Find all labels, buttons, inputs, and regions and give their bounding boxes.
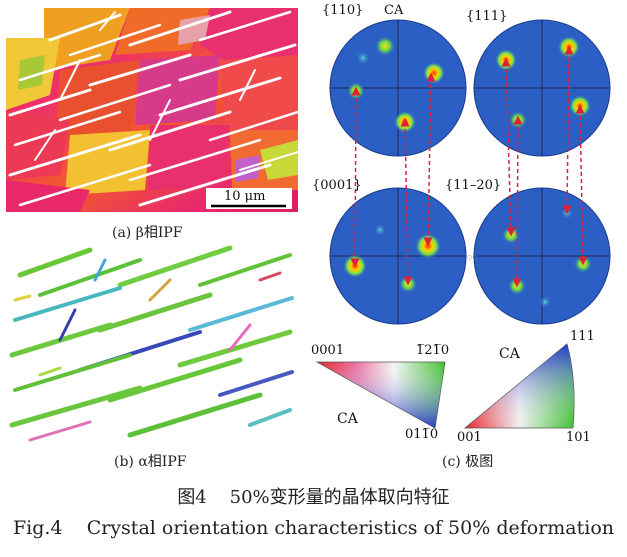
- arrow-111-1120-d: [575, 104, 588, 266]
- figure-number-en: Fig.4: [12, 517, 63, 539]
- panel-b-caption: (b) α相IPF: [114, 454, 187, 470]
- cubic-label-111: 111: [570, 329, 595, 344]
- arrow-111-1120-b: [512, 115, 523, 288]
- svg-text:○○: ○○: [467, 254, 477, 261]
- hex-ca-label: CA: [337, 411, 358, 427]
- panel-a-caption: (a) β相IPF: [112, 225, 183, 241]
- figure-caption-cn: 图4 50%变形量的晶体取向特征: [0, 483, 627, 509]
- pf-110-label: {110}: [322, 3, 364, 18]
- cubic-label-001: 001: [457, 430, 482, 445]
- hex-label-0110: 011̅0: [405, 427, 439, 442]
- cubic-label-101: 101: [566, 430, 591, 445]
- pole-figure-111: [473, 19, 611, 157]
- pole-figure-11-20: [473, 187, 611, 325]
- pf-11-20-label: {11–20}: [445, 178, 502, 193]
- pf-0001-label: {0001}: [312, 178, 362, 193]
- hex-ipf-triangle: [315, 361, 446, 429]
- alpha-ipf-map: [8, 240, 296, 445]
- figure-number-cn: 图4: [177, 487, 207, 508]
- pf-110-ca-label: CA: [384, 3, 404, 18]
- cubic-ca-label: CA: [499, 346, 520, 362]
- hex-label-1210: 1̅21̅0: [416, 343, 450, 358]
- pole-figure-0001: [329, 187, 467, 325]
- figure-title-cn: 50%变形量的晶体取向特征: [229, 487, 450, 508]
- figure-title-en: Crystal orientation characteristics of 5…: [86, 517, 615, 539]
- arrow-110-0001-left: [350, 86, 361, 268]
- scale-bar-box: [206, 188, 292, 209]
- scale-bar-label: 10 μm: [224, 189, 266, 204]
- hex-label-0001: 0001: [311, 343, 345, 358]
- arrow-110-0001-mid: [400, 117, 413, 286]
- figure-caption-en: Fig.4 Crystal orientation characteristic…: [0, 517, 627, 539]
- beta-ipf-map: [6, 8, 298, 212]
- panel-c-caption: (c) 极图: [442, 454, 494, 470]
- pole-figure-110: [329, 19, 467, 157]
- pf-111-label: {111}: [466, 9, 508, 24]
- arrow-111-1120-a: [501, 57, 516, 237]
- pole-figures: ○○: [329, 19, 611, 325]
- arrow-111-1120-c: [562, 45, 574, 215]
- cubic-ipf-triangle: [463, 343, 575, 429]
